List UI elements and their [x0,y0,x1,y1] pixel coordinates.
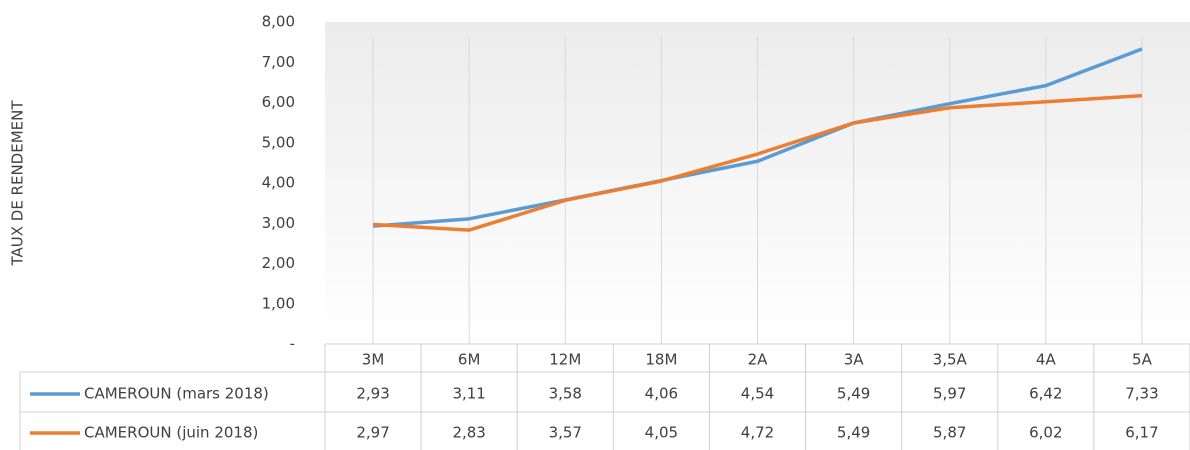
table-value: 3,11 [452,385,485,403]
legend-label: CAMEROUN (mars 2018) [84,385,269,403]
table-value: 6,42 [1029,385,1062,403]
table-value: 4,54 [741,385,774,403]
y-tick-label: - [290,335,295,353]
y-tick-label: 1,00 [262,294,295,312]
series-line [372,47,1143,228]
x-tick-label: 3A [844,351,865,369]
x-tick-label: 18M [645,351,677,369]
table-value: 6,17 [1125,424,1158,442]
table-value: 4,06 [645,385,678,403]
table-value: 4,05 [645,424,678,442]
x-tick-label: 4A [1036,351,1057,369]
y-tick-label: 3,00 [262,214,295,232]
table-value: 6,02 [1029,424,1062,442]
table-value: 5,87 [933,424,966,442]
x-tick-label: 6M [458,351,481,369]
table-value: 2,93 [356,385,389,403]
table-value: 4,72 [741,424,774,442]
x-tick-label: 3M [362,351,385,369]
y-tick-label: 7,00 [262,53,295,71]
legend-label: CAMEROUN (juin 2018) [84,424,258,442]
table-value: 3,58 [549,385,582,403]
y-tick-label: 2,00 [262,254,295,272]
table-value: 2,83 [452,424,485,442]
table-value: 5,49 [837,385,870,403]
x-tick-label: 12M [549,351,581,369]
x-tick-label: 2A [748,351,769,369]
y-axis-title: TAUX DE RENDEMENT [9,100,27,267]
x-tick-label: 5A [1132,351,1153,369]
x-tick-label: 3,5A [933,351,968,369]
table-value: 5,97 [933,385,966,403]
y-tick-label: 4,00 [262,174,295,192]
table-value: 3,57 [549,424,582,442]
series-line [372,93,1143,232]
y-tick-label: 5,00 [262,133,295,151]
y-tick-label: 8,00 [262,13,295,31]
table-value: 2,97 [356,424,389,442]
table-value: 7,33 [1125,385,1158,403]
table-value: 5,49 [837,424,870,442]
y-tick-label: 6,00 [262,93,295,111]
